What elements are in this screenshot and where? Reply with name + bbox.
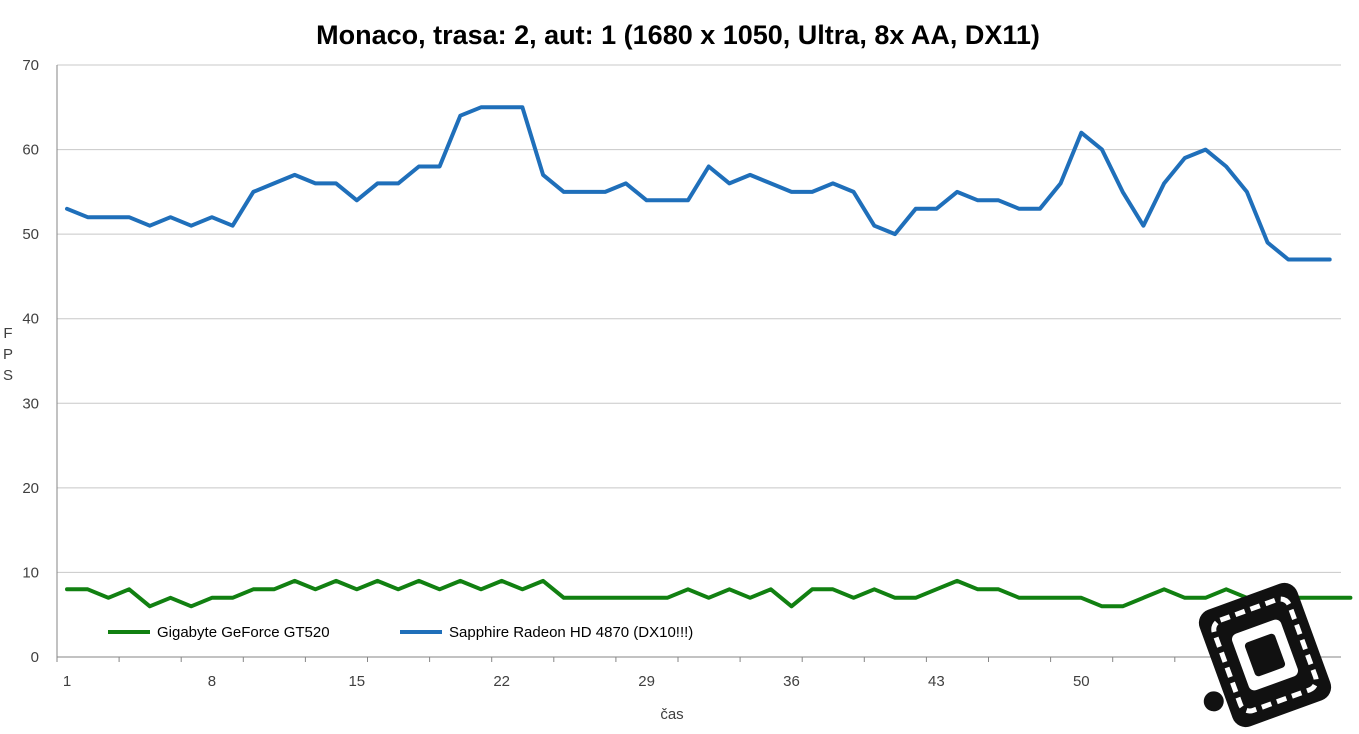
axes	[56, 65, 1341, 662]
y-tick-label-20: 20	[22, 480, 39, 497]
x-tick-label-15: 15	[348, 673, 365, 690]
x-tick-label-1: 1	[63, 673, 71, 690]
x-tick-labels: 1 8 15 22 29 36 43 50	[63, 673, 1090, 690]
legend-label-2: Sapphire Radeon HD 4870 (DX10!!!)	[449, 624, 693, 641]
y-tick-label-70: 70	[22, 57, 39, 74]
series-line-2	[65, 105, 1332, 262]
x-axis-label: čas	[660, 706, 683, 723]
y-axis-label-char: S	[3, 367, 13, 384]
x-tick-label-8: 8	[208, 673, 216, 690]
y-tick-label-50: 50	[22, 226, 39, 243]
y-axis-label: FPS	[3, 325, 13, 384]
series-line-1	[65, 578, 1353, 609]
y-tick-label-40: 40	[22, 311, 39, 328]
y-tick-label-30: 30	[22, 395, 39, 412]
y-tick-label-0: 0	[31, 649, 39, 666]
y-tick-label-60: 60	[22, 142, 39, 159]
site-logo-watermark	[1198, 582, 1332, 728]
x-tick-label-43: 43	[928, 673, 945, 690]
y-tick-label-10: 10	[22, 564, 39, 581]
legend-label-1: Gigabyte GeForce GT520	[157, 624, 330, 641]
legend: Gigabyte GeForce GT520 Sapphire Radeon HD…	[108, 624, 693, 641]
x-tick-label-50: 50	[1073, 673, 1090, 690]
y-axis-label-char: P	[3, 346, 13, 363]
chart-title: Monaco, trasa: 2, aut: 1 (1680 x 1050, U…	[316, 20, 1040, 50]
x-tick-label-22: 22	[493, 673, 510, 690]
y-tick-labels: 0 10 20 30 40 50 60 70	[22, 57, 39, 666]
grid-lines	[57, 64, 1341, 573]
x-tick-label-29: 29	[638, 673, 655, 690]
series-lines	[65, 105, 1353, 609]
y-axis-label-char: F	[3, 325, 12, 342]
x-tick-label-36: 36	[783, 673, 800, 690]
